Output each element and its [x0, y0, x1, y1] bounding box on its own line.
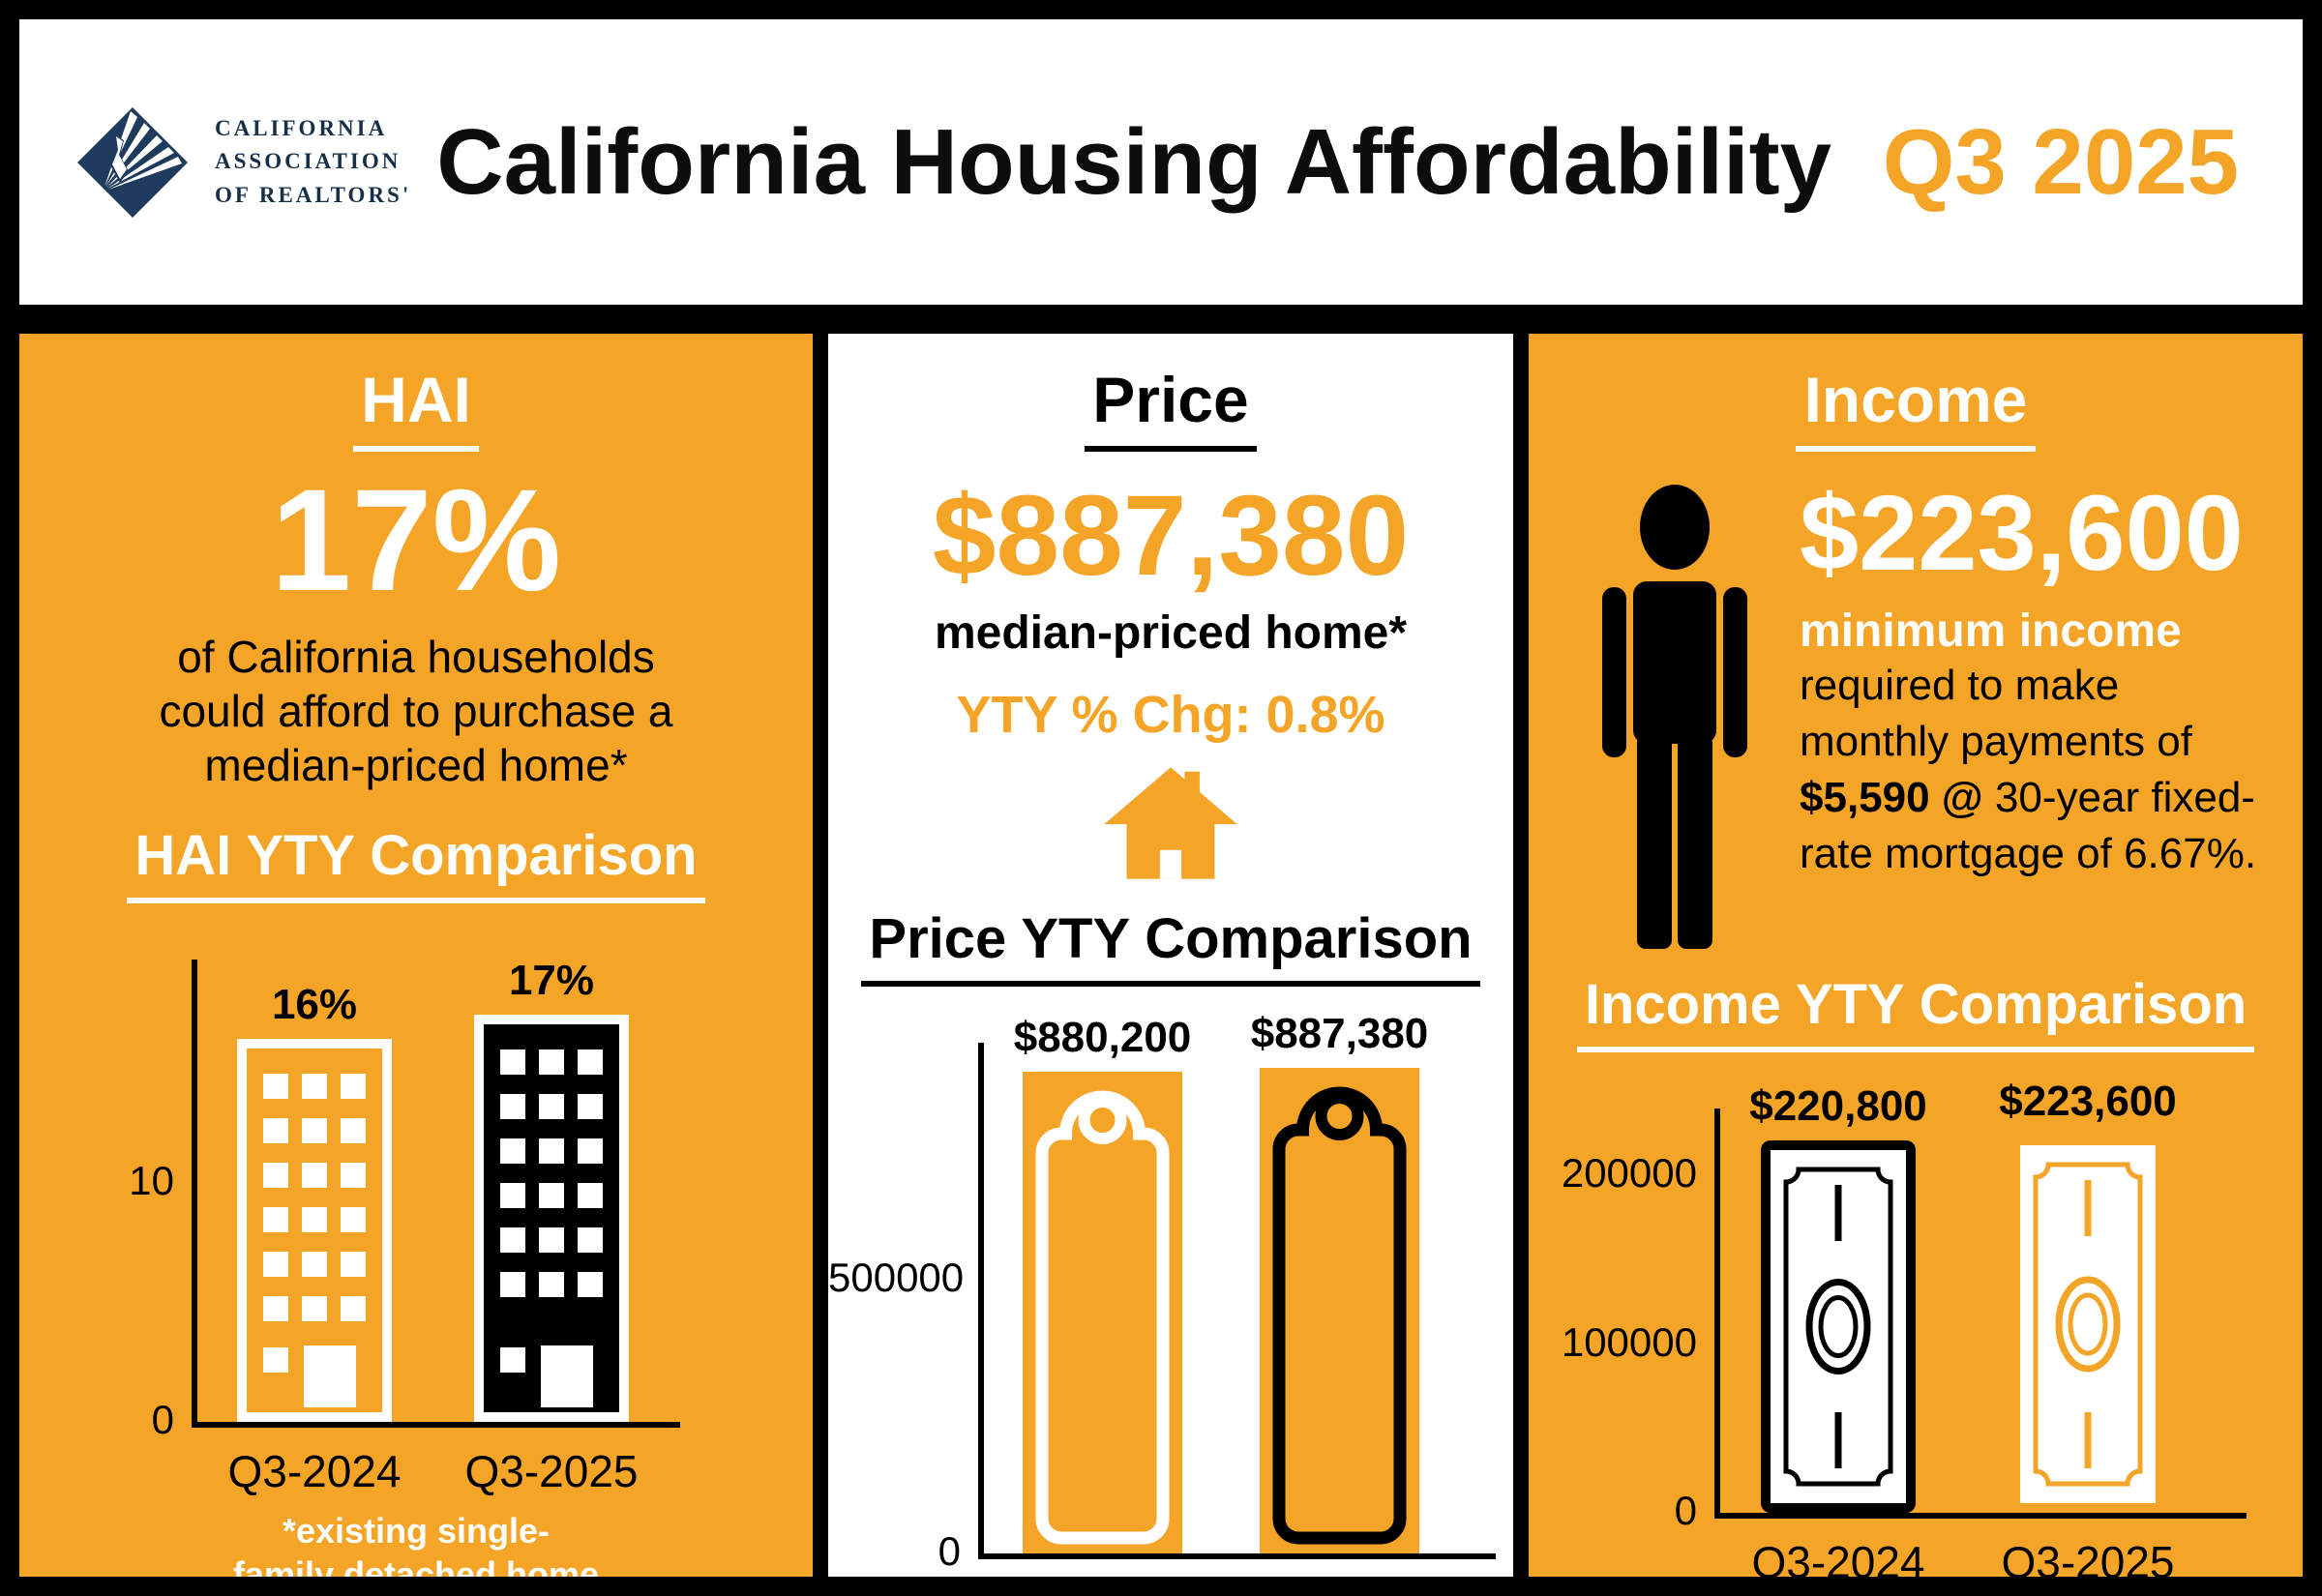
- price-heading: Price: [828, 363, 1513, 452]
- income-desc-post: 30-year fixed-rate mortgage of 6.67%.: [1800, 774, 2257, 878]
- logo-line-3: OF REALTORS': [215, 182, 412, 207]
- price-chart-title: Price YTY Comparison: [828, 906, 1513, 987]
- bar-value-label: $223,600: [1999, 1078, 2177, 1125]
- income-panel: Income $223,600 minimum income required …: [1529, 334, 2303, 1577]
- income-detail-row: $223,600 minimum income required to make…: [1583, 481, 2270, 955]
- bar-category-label: Q3-2025: [464, 1446, 639, 1497]
- page-title-quarter: Q3 2025: [1882, 109, 2239, 214]
- logo-line-1: CALIFORNIA: [215, 115, 388, 140]
- hai-footnote: *existing single- family detached home: [232, 1511, 600, 1577]
- bar-Q3-2025: [2010, 1136, 2165, 1513]
- person-icon: [1602, 485, 1747, 949]
- hai-chart-title: HAI YTY Comparison: [19, 823, 813, 904]
- bar-value-label: $220,800: [1749, 1082, 1927, 1130]
- income-desc-highlight: minimum income: [1800, 606, 2182, 657]
- y-tick-label: 500000: [828, 1255, 965, 1301]
- income-text-block: $223,600 minimum income required to make…: [1800, 481, 2270, 882]
- x-axis: [192, 1422, 680, 1429]
- panel-row: HAI 17% of California households could a…: [19, 334, 2303, 1577]
- bar-category-label: Q3-2024: [1751, 1537, 1925, 1577]
- house-icon-wrap: [828, 764, 1513, 887]
- hai-panel: HAI 17% of California households could a…: [19, 334, 813, 1577]
- bar-Q3-2025: [1260, 1067, 1419, 1553]
- bar-category-label: Q3-2024: [227, 1446, 402, 1497]
- hai-description: of California households could afford to…: [159, 632, 673, 791]
- bar-value-label: 16%: [271, 981, 358, 1029]
- house-icon: [1104, 767, 1237, 879]
- y-axis: [192, 960, 197, 1429]
- y-tick-label: 10: [129, 1157, 174, 1203]
- bar-value-label: 17%: [508, 957, 595, 1005]
- x-axis: [1714, 1513, 2247, 1519]
- price-big-value: $887,380: [932, 472, 1410, 600]
- bar-Q3-2024: [237, 1039, 392, 1423]
- income-big-value: $223,600: [1800, 474, 2244, 593]
- hai-heading: HAI: [19, 363, 813, 452]
- y-axis: [1714, 1108, 1720, 1519]
- bar-value-label: $880,200: [1013, 1013, 1192, 1061]
- y-tick-label: 0: [938, 1527, 961, 1574]
- price-panel: Price $887,380 median-priced home* YTY %…: [828, 334, 1513, 1577]
- car-logo: CALIFORNIA ASSOCIATION OF REALTORS': [75, 105, 411, 220]
- price-yty-change: YTY % Chg: 0.8%: [956, 685, 1385, 744]
- bar-Q3-2025: [474, 1015, 629, 1423]
- bar-Q3-2024: [1023, 1071, 1182, 1553]
- hai-big-value: 17%: [270, 458, 562, 621]
- income-yty-chart: 0 100000 200000 $220,800 Q3-2024 $223,600 Q3-2…: [1529, 1052, 2303, 1577]
- y-axis: [978, 1042, 984, 1559]
- y-tick-label: 200000: [1561, 1150, 1697, 1197]
- page-title: California Housing Affordability Q3 2025: [411, 109, 2303, 216]
- logo-line-2: ASSOCIATION: [215, 149, 402, 174]
- x-axis: [978, 1552, 1496, 1559]
- bar-value-label: $887,380: [1250, 1009, 1429, 1057]
- y-tick-label: 100000: [1561, 1318, 1697, 1365]
- income-heading: Income: [1529, 363, 2303, 452]
- y-tick-label: 0: [1674, 1488, 1697, 1533]
- car-logo-text: CALIFORNIA ASSOCIATION OF REALTORS': [215, 112, 411, 213]
- income-description: required to make monthly payments of $5,…: [1800, 658, 2270, 882]
- bar-category-label: Q3-2025: [2001, 1537, 2175, 1577]
- car-logo-mark: [77, 106, 188, 218]
- price-big-label: median-priced home*: [934, 606, 1408, 659]
- income-chart-title: Income YTY Comparison: [1529, 972, 2303, 1052]
- bar-Q3-2024: [1761, 1140, 1916, 1513]
- header: CALIFORNIA ASSOCIATION OF REALTORS' Cali…: [19, 19, 2303, 305]
- income-desc-pre: required to make monthly payments of: [1800, 662, 2192, 766]
- page-title-main: California Housing Affordability: [436, 109, 1832, 214]
- income-desc-bold: $5,590 @: [1800, 774, 1983, 822]
- hai-yty-chart: 0 10 16% Q3-2024 17% Q3-2025: [19, 903, 813, 1505]
- y-tick-label: 0: [151, 1397, 174, 1443]
